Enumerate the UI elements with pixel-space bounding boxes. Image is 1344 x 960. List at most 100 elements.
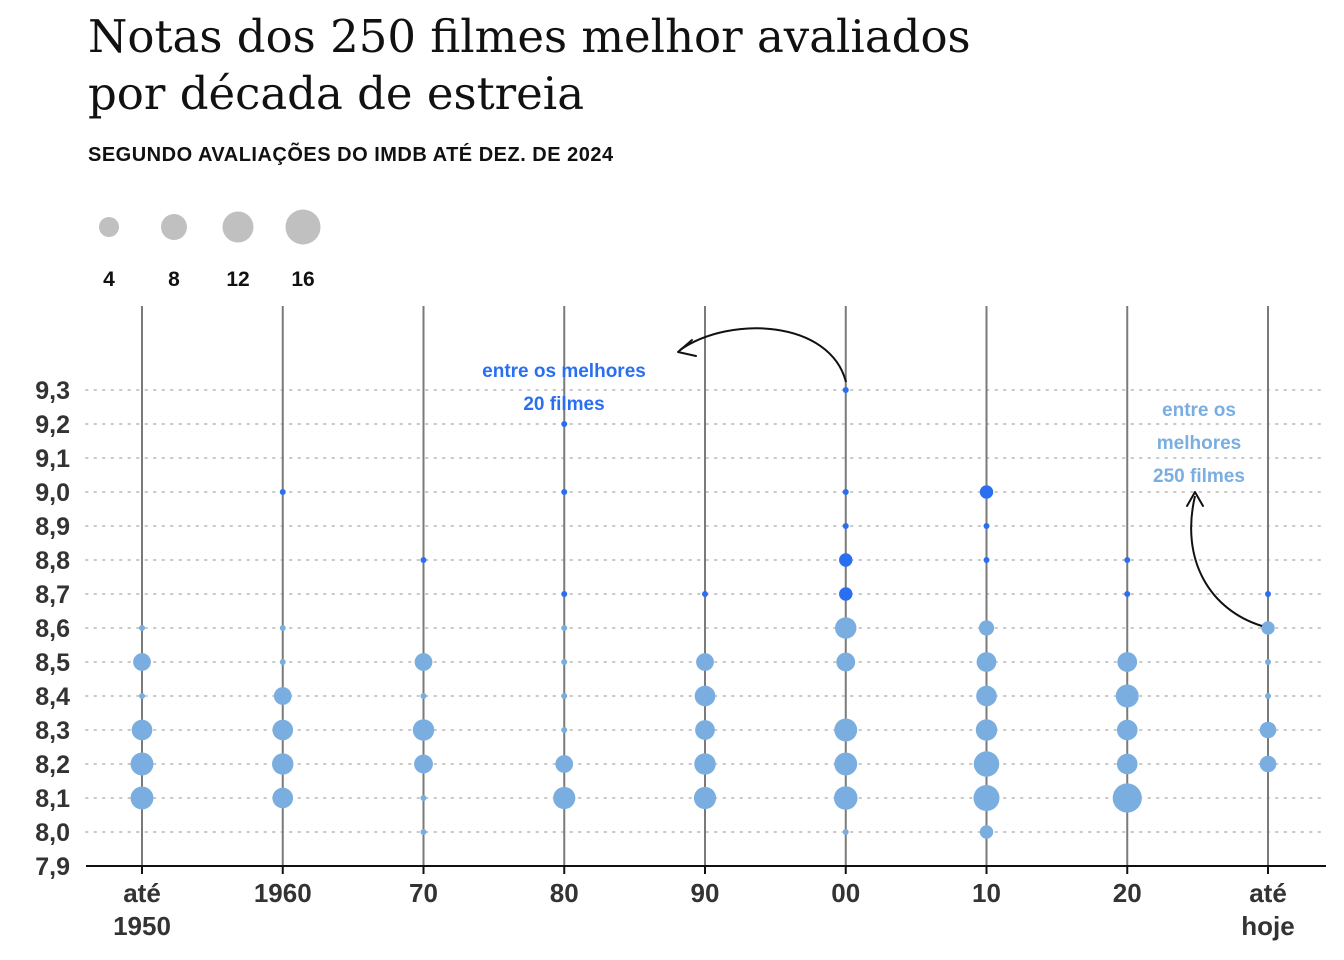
y-tick-label: 8,1 (35, 785, 70, 813)
legend-label: 8 (168, 268, 180, 291)
annotation-text: 250 filmes (1153, 466, 1245, 487)
data-point (279, 659, 286, 665)
annotation-arrow (1190, 495, 1263, 627)
data-point (279, 625, 286, 631)
data-point (420, 795, 427, 801)
data-point (834, 718, 858, 742)
data-point (1124, 591, 1131, 597)
data-point (976, 652, 997, 672)
data-point (834, 752, 858, 776)
arrowhead (1186, 491, 1204, 507)
data-point (561, 421, 568, 427)
arrowhead (677, 339, 697, 357)
annotation-text: entre os melhores (482, 361, 646, 382)
y-tick-label: 9,3 (35, 377, 70, 405)
data-point (1265, 659, 1271, 665)
data-point (693, 786, 717, 810)
data-point (1112, 783, 1142, 813)
x-tick-label: 20 (1113, 878, 1142, 908)
data-point (835, 617, 857, 639)
legend-circle (285, 209, 321, 245)
data-point (983, 523, 990, 529)
data-point (273, 687, 292, 705)
data-point (139, 693, 145, 699)
data-point (272, 719, 294, 741)
series-top250 (130, 617, 1277, 839)
data-point (553, 786, 576, 810)
data-point (420, 693, 427, 699)
data-point (842, 523, 849, 529)
data-point (420, 829, 427, 835)
data-point (139, 625, 145, 631)
data-point (842, 829, 849, 835)
data-point (412, 719, 435, 741)
data-point (842, 387, 849, 393)
data-point (279, 489, 286, 495)
legend-label: 12 (226, 268, 249, 291)
data-point (979, 825, 994, 839)
data-point (561, 591, 568, 597)
data-point (130, 786, 154, 810)
annotation-top20: entre os melhores 20 filmes (482, 327, 847, 415)
data-point (561, 659, 568, 665)
y-tick-label: 8,2 (35, 751, 70, 779)
x-tick-label: 00 (831, 878, 860, 908)
data-point (1115, 684, 1139, 708)
data-point (272, 787, 294, 809)
y-tick-label: 8,9 (35, 513, 70, 541)
x-tick-label: 90 (691, 878, 720, 908)
data-point (978, 620, 995, 636)
data-point (1265, 591, 1271, 597)
y-tick-label: 8,4 (35, 683, 70, 711)
annotation-text: 20 filmes (523, 394, 604, 415)
y-tick-label: 9,0 (35, 479, 70, 507)
data-point (702, 591, 708, 597)
data-point (836, 652, 856, 672)
data-point (973, 784, 1000, 812)
data-point (983, 557, 990, 563)
data-point (133, 653, 151, 671)
annotation-top250: entre os melhores 250 filmes (1153, 400, 1263, 627)
data-point (555, 755, 574, 773)
x-tick-label: 10 (972, 878, 1001, 908)
data-point (1259, 721, 1277, 739)
data-point (696, 653, 714, 671)
legend-label: 4 (103, 268, 115, 291)
data-point (1116, 753, 1138, 775)
data-point (973, 751, 1000, 777)
y-tick-label: 8,3 (35, 717, 70, 745)
data-point (694, 753, 716, 775)
data-point (833, 786, 858, 810)
x-tick-label: 1950 (113, 911, 171, 941)
legend-label: 16 (291, 268, 314, 291)
data-point (842, 489, 849, 495)
data-point (272, 753, 294, 775)
y-tick-label: 9,2 (35, 411, 70, 439)
legend-circle (99, 217, 119, 237)
data-point (414, 754, 433, 774)
x-tick-label: 80 (550, 878, 579, 908)
y-tick-label: 8,6 (35, 615, 70, 643)
chart-subtitle: SEGUNDO AVALIAÇÕES DO IMDB ATÉ DEZ. DE 2… (88, 144, 614, 166)
series-top20 (279, 387, 1271, 601)
data-point (1261, 621, 1275, 635)
data-point (1259, 755, 1277, 773)
y-axis-ticks: 9,3 9,2 9,1 9,0 8,9 8,8 8,7 8,6 8,5 8,4 8,3 8,2 8,1 8… (35, 377, 70, 881)
y-tick-label: 8,7 (35, 581, 70, 609)
data-point (1116, 719, 1138, 741)
data-point (1265, 693, 1271, 699)
data-point (975, 719, 998, 741)
data-point (561, 693, 568, 699)
legend-circle (161, 214, 187, 240)
data-point (1124, 557, 1131, 563)
size-legend: 4 8 12 16 (99, 209, 321, 291)
y-tick-label: 8,5 (35, 649, 70, 677)
data-point (1117, 652, 1138, 672)
data-point (131, 719, 153, 741)
data-point (130, 752, 154, 776)
data-point (414, 653, 433, 671)
annotation-arrow (679, 327, 847, 383)
chart-title: Notas dos 250 filmes melhor avaliados po… (88, 10, 971, 120)
